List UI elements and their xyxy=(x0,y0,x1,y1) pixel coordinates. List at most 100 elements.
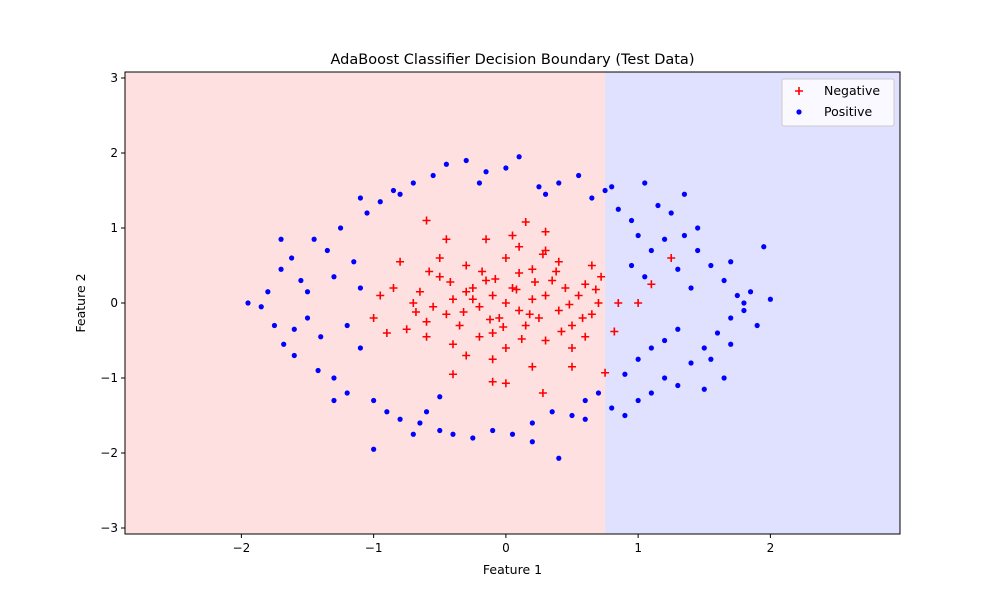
y-tick-label: −2 xyxy=(100,446,118,460)
point-positive xyxy=(761,244,767,250)
point-positive xyxy=(371,446,377,452)
point-positive xyxy=(463,157,469,164)
point-positive xyxy=(661,337,668,344)
point-positive xyxy=(602,187,608,194)
point-positive xyxy=(390,187,397,194)
point-positive xyxy=(728,341,734,347)
point-negative xyxy=(578,314,587,322)
point-negative xyxy=(429,302,438,311)
point-positive xyxy=(695,247,701,254)
region-positive xyxy=(605,72,900,534)
point-negative xyxy=(468,284,477,292)
point-positive xyxy=(245,300,251,306)
point-negative xyxy=(552,267,561,276)
point-negative xyxy=(462,351,471,360)
point-negative xyxy=(541,336,550,345)
point-negative xyxy=(601,368,610,377)
legend: Negative Positive xyxy=(781,78,895,127)
point-positive xyxy=(701,345,707,351)
point-negative xyxy=(565,300,574,309)
y-tick-label: −3 xyxy=(100,521,118,535)
point-positive xyxy=(635,397,641,404)
point-negative xyxy=(541,291,550,300)
point-negative xyxy=(396,257,405,266)
point-negative xyxy=(389,284,398,292)
point-positive xyxy=(377,199,383,205)
point-positive xyxy=(549,409,555,415)
point-negative xyxy=(554,306,563,315)
point-positive xyxy=(410,431,416,437)
point-positive xyxy=(311,236,317,242)
point-positive xyxy=(271,322,278,329)
point-positive xyxy=(721,375,727,381)
point-positive xyxy=(417,420,423,426)
point-negative xyxy=(448,340,457,349)
point-positive xyxy=(556,455,562,461)
point-positive xyxy=(364,210,370,216)
point-positive xyxy=(291,326,297,332)
point-negative xyxy=(634,299,643,307)
point-positive xyxy=(483,169,489,175)
point-negative xyxy=(517,335,526,343)
point-positive xyxy=(470,435,476,441)
point-positive xyxy=(556,180,562,186)
legend-marker-positive xyxy=(796,109,802,115)
point-positive xyxy=(595,390,602,396)
y-tick-label: 1 xyxy=(110,221,118,235)
point-positive xyxy=(304,315,311,321)
point-positive xyxy=(589,195,595,201)
point-positive xyxy=(642,274,648,280)
point-positive xyxy=(337,225,344,231)
point-positive xyxy=(344,322,350,329)
point-positive xyxy=(357,345,364,351)
point-negative xyxy=(568,344,577,352)
point-positive xyxy=(701,386,707,392)
point-negative xyxy=(530,278,539,286)
point-negative xyxy=(402,325,411,334)
point-positive xyxy=(450,431,456,437)
point-positive xyxy=(357,285,364,291)
point-positive xyxy=(503,165,509,171)
point-negative xyxy=(448,295,457,304)
point-negative xyxy=(568,362,577,371)
point-positive xyxy=(642,180,648,186)
legend-label-positive: Positive xyxy=(824,104,872,119)
point-negative xyxy=(568,321,577,330)
point-negative xyxy=(541,227,550,236)
point-negative xyxy=(597,272,606,281)
y-tick-label: −1 xyxy=(100,371,118,385)
point-negative xyxy=(501,254,510,262)
point-positive xyxy=(331,375,337,381)
point-positive xyxy=(728,259,734,265)
point-negative xyxy=(495,314,504,322)
point-positive xyxy=(410,180,416,186)
point-negative xyxy=(475,302,484,311)
point-positive xyxy=(721,277,727,284)
point-negative xyxy=(521,218,530,226)
point-positive xyxy=(397,191,403,197)
point-positive xyxy=(675,326,681,332)
point-positive xyxy=(688,285,694,291)
point-negative xyxy=(512,285,521,294)
point-negative xyxy=(459,308,468,316)
point-negative xyxy=(647,280,656,289)
point-negative xyxy=(422,317,431,326)
point-positive xyxy=(357,195,364,201)
point-positive xyxy=(747,289,754,295)
point-positive xyxy=(315,367,321,374)
point-positive xyxy=(331,274,337,280)
point-positive xyxy=(708,262,714,269)
point-negative xyxy=(574,291,583,300)
legend-circle-marker xyxy=(796,109,802,115)
point-positive xyxy=(529,420,535,426)
point-positive xyxy=(695,225,701,231)
point-positive xyxy=(681,191,688,197)
x-tick-label: 2 xyxy=(767,541,775,555)
y-tick-label: 0 xyxy=(110,296,118,310)
point-positive xyxy=(536,184,542,190)
point-negative xyxy=(667,254,676,262)
chart-title: AdaBoost Classifier Decision Boundary (T… xyxy=(331,52,695,68)
point-negative xyxy=(411,308,420,316)
point-positive xyxy=(767,296,773,302)
